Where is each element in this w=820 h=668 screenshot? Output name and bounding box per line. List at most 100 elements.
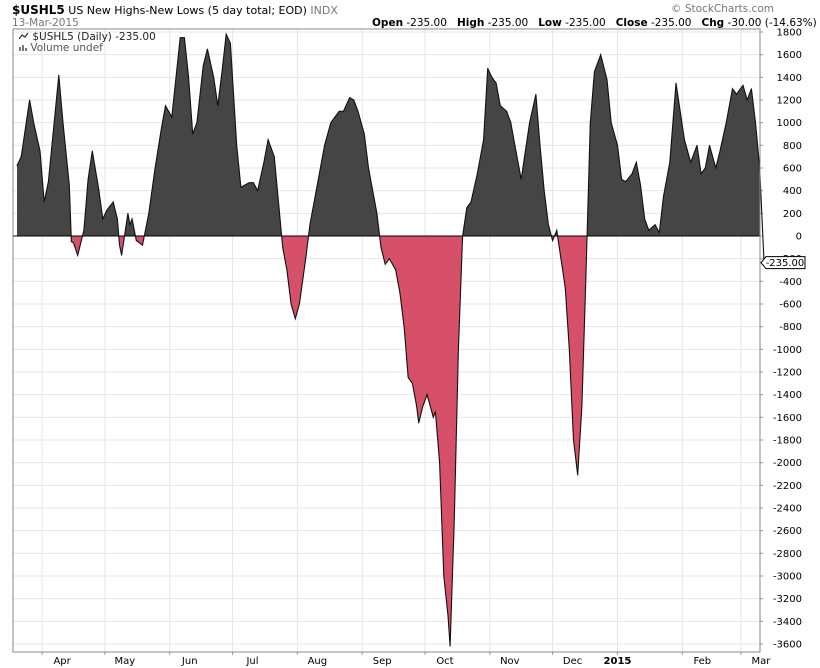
negative-fill [17, 236, 760, 647]
data-point [412, 382, 413, 384]
data-point [16, 165, 18, 167]
data-point [236, 144, 238, 146]
data-point [458, 348, 459, 350]
chart-title: $USHL5 US New Highs-New Lows (5 day tota… [12, 3, 338, 17]
y-tick-label: 0 [796, 232, 802, 243]
data-point [443, 575, 445, 577]
data-point [487, 67, 489, 69]
data-point [621, 178, 622, 180]
last-value-label: -235.00 [766, 258, 805, 269]
data-point [640, 184, 641, 186]
data-point [535, 93, 537, 95]
data-point [715, 167, 717, 169]
data-point [25, 127, 26, 129]
data-point [29, 99, 30, 101]
last-value-tag: -235.00 [760, 256, 806, 269]
data-point [389, 258, 390, 260]
data-point [432, 416, 434, 418]
data-point [213, 76, 215, 78]
high-value: -235.00 [487, 17, 529, 29]
symbol: $USHL5 [12, 3, 65, 17]
y-tick-label: -3400 [773, 617, 802, 628]
data-point [746, 99, 748, 101]
y-tick-label: -2000 [773, 458, 802, 469]
data-point [106, 209, 108, 211]
data-point [395, 269, 397, 271]
data-point [543, 190, 545, 192]
data-point [435, 411, 436, 413]
data-point [343, 110, 344, 112]
data-point [349, 97, 351, 99]
data-point [334, 116, 336, 118]
data-point [514, 144, 516, 146]
data-point [644, 218, 646, 220]
data-point [476, 173, 478, 175]
data-point [462, 235, 463, 237]
symbol-description: US New Highs-New Lows (5 day total; EOD) [68, 4, 307, 17]
open-label: Open [372, 17, 404, 29]
x-tick-label: Jun [181, 656, 198, 667]
data-point [73, 242, 74, 244]
data-point [127, 212, 129, 214]
plot-border [12, 28, 761, 653]
data-point [299, 303, 300, 305]
chart-grid [13, 29, 763, 655]
series-legend-label: $USHL5 (Daily) -235.00 [32, 31, 156, 43]
data-point [700, 173, 702, 175]
data-point [112, 201, 114, 203]
data-point [221, 71, 223, 73]
data-point [684, 139, 685, 141]
data-point [495, 82, 497, 84]
data-point [422, 405, 424, 407]
y-tick-label: 800 [783, 141, 802, 152]
x-tick-label: Nov [500, 656, 520, 667]
data-point [202, 65, 204, 67]
data-point [175, 76, 177, 78]
series-path [16, 32, 767, 647]
y-tick-label: -3000 [773, 572, 802, 583]
data-point [719, 150, 721, 152]
data-point [305, 258, 307, 260]
data-point [83, 229, 85, 231]
data-point [179, 37, 181, 39]
data-point [548, 224, 549, 226]
x-tick-label: Aug [308, 656, 328, 667]
data-point [558, 244, 560, 246]
data-point [449, 645, 451, 647]
data-point [368, 167, 369, 169]
positive-fill [17, 34, 760, 236]
data-point [499, 105, 501, 107]
data-point [625, 181, 627, 183]
data-point [663, 195, 664, 197]
x-axis-labels: Apr May Jun Jul Aug Sep Oct Nov Dec 2015 Feb Mar [53, 656, 771, 667]
data-point [363, 133, 365, 135]
negative-area [17, 236, 760, 647]
data-point [290, 303, 292, 305]
data-point [315, 190, 317, 192]
data-point [129, 224, 131, 226]
data-point [98, 188, 99, 189]
data-point [161, 127, 162, 129]
y-axis-labels: 180016001400120010008006004002000-200-40… [773, 28, 802, 651]
change-value: -30.00 (-14.63%) [727, 17, 817, 29]
data-point [380, 246, 382, 248]
data-point [240, 186, 242, 188]
data-point [585, 269, 587, 271]
positive-area [17, 34, 760, 236]
data-point [62, 122, 64, 124]
y-tick-label: 200 [783, 209, 802, 220]
data-point [696, 144, 698, 146]
data-point [600, 54, 602, 56]
data-point [131, 218, 133, 220]
data-point [384, 263, 386, 265]
data-point [751, 88, 752, 90]
low-label: Low [538, 17, 562, 29]
data-point [573, 439, 574, 441]
data-point [91, 150, 93, 152]
close-value: -235.00 [650, 17, 692, 29]
data-point [294, 318, 296, 320]
data-point [606, 79, 608, 80]
data-point [510, 122, 512, 124]
volume-legend-label: Volume undef [30, 42, 103, 54]
data-point [709, 144, 710, 146]
